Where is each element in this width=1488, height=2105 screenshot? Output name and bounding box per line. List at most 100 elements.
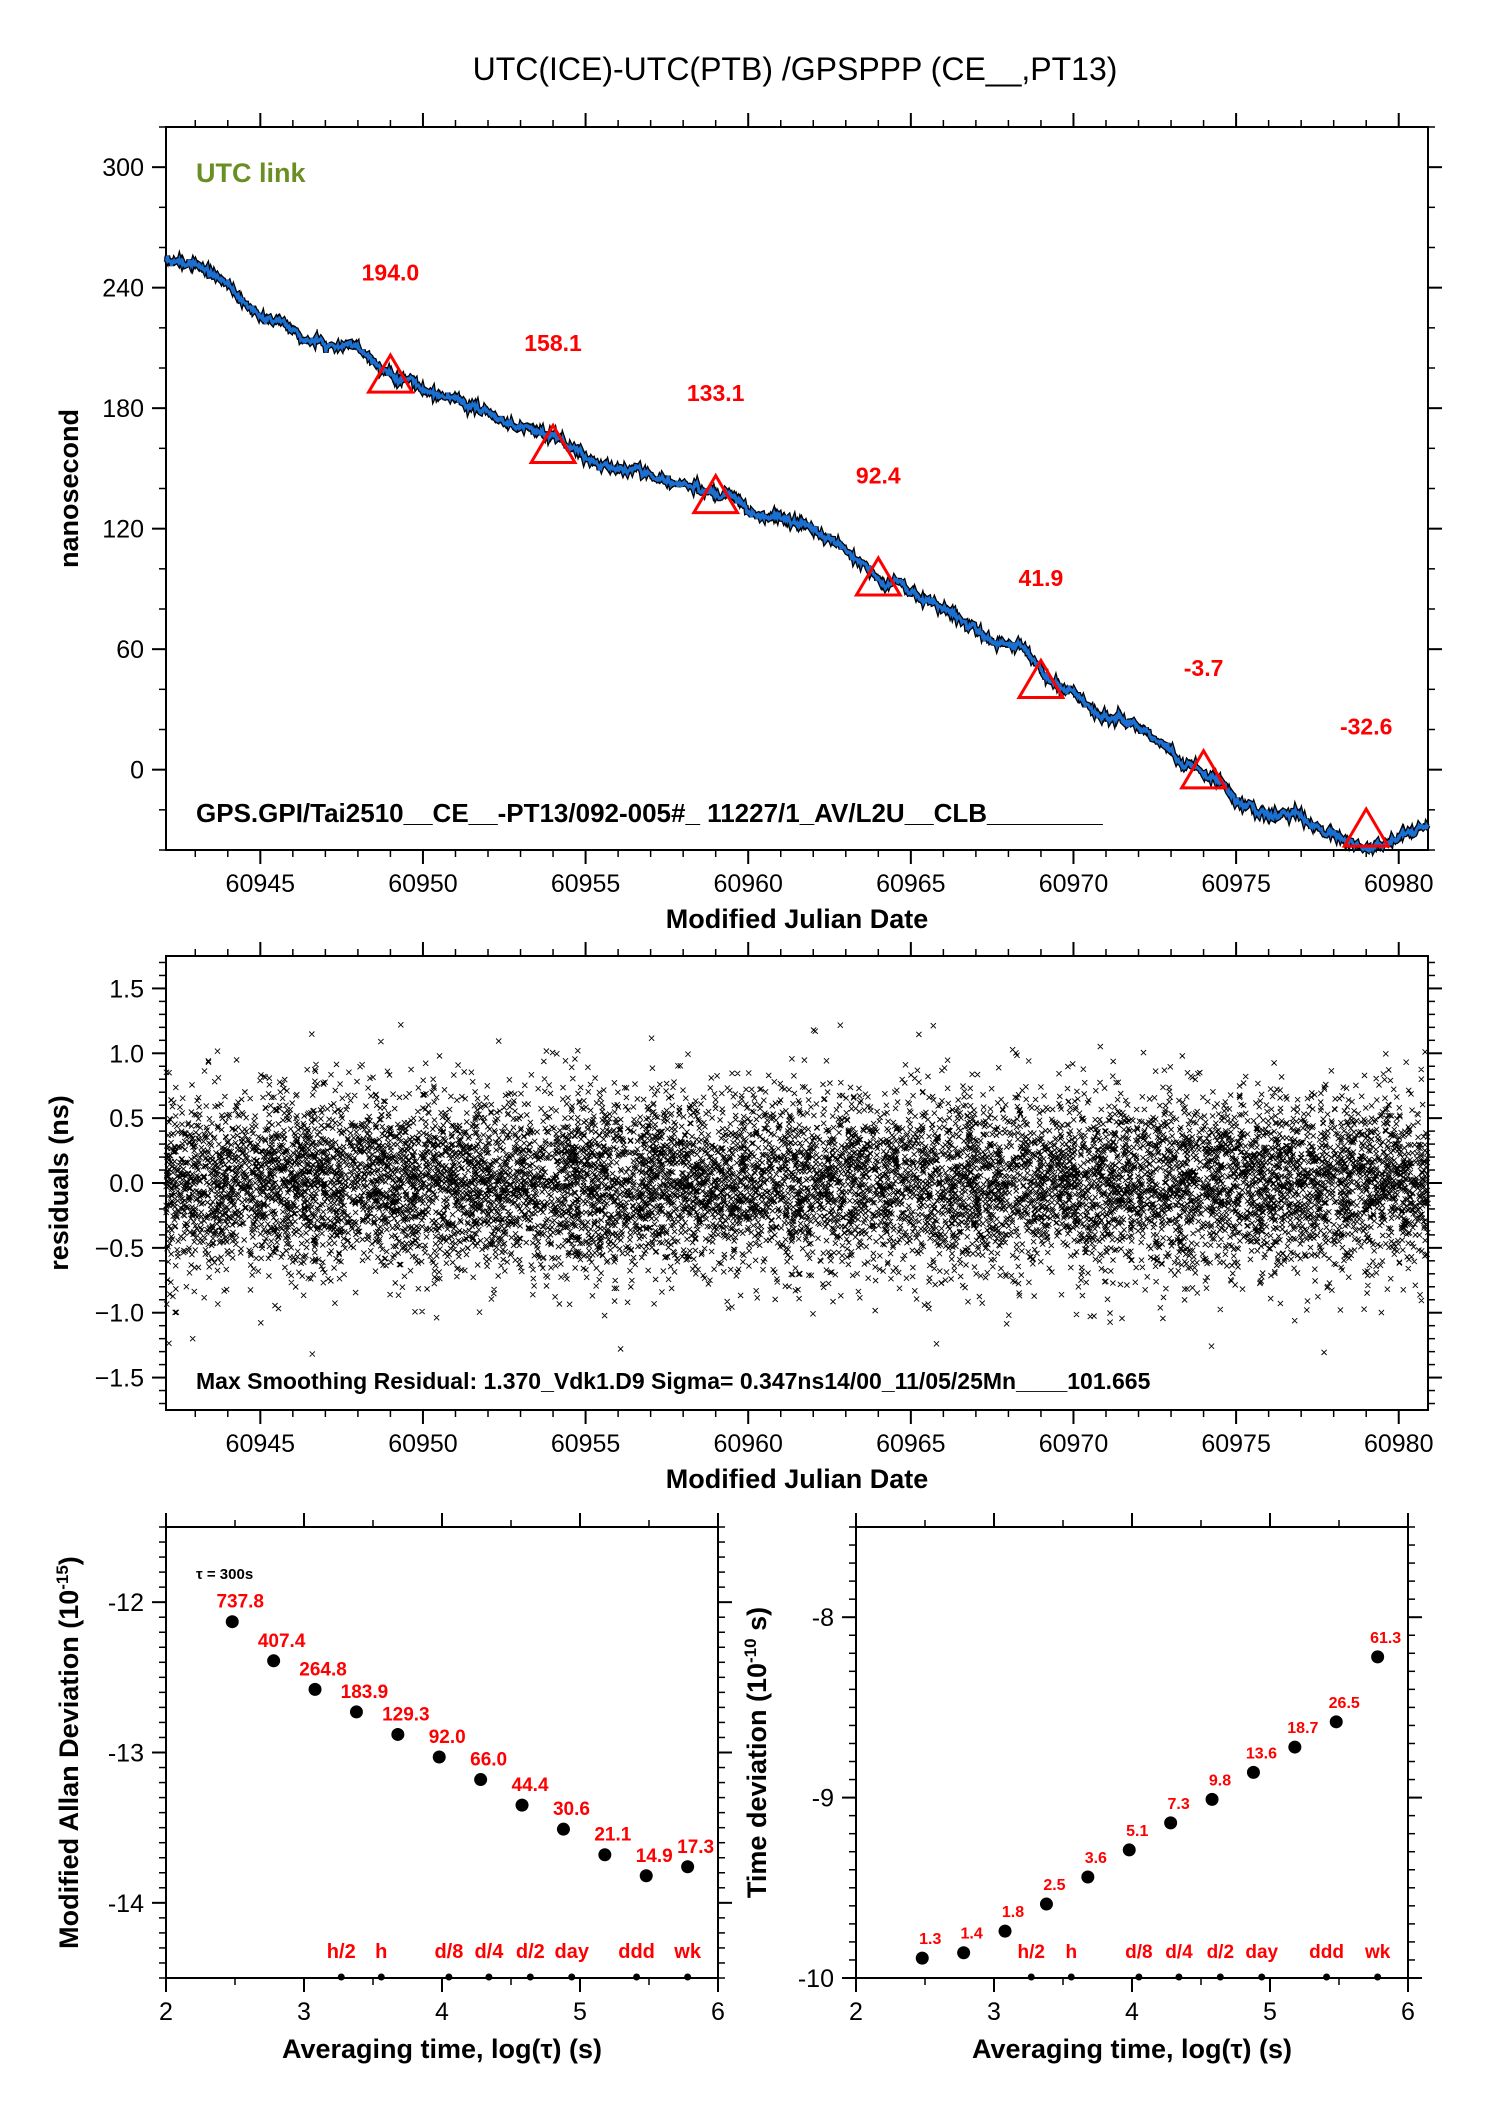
- y-tick-label: 0.0: [109, 1170, 144, 1198]
- deviation-point: [432, 1750, 446, 1764]
- deviation-point: [598, 1848, 612, 1862]
- x-tick-label: 4: [435, 1998, 449, 2026]
- deviation-label: 30.6: [553, 1799, 590, 1820]
- deviation-point: [1288, 1740, 1302, 1754]
- x-tick-label: 6: [711, 1998, 725, 2026]
- interval-label: d/2: [1207, 1942, 1234, 1963]
- x-tick-label: 60955: [551, 870, 621, 898]
- y-axis-label-end: ): [54, 1556, 84, 1565]
- mdev-panel: 2 3 4 5 6 -14 -13 -12 Averaging time, log(τ) (s)…: [53, 1513, 732, 2064]
- y-tick-label: −1.0: [95, 1300, 144, 1328]
- y-tick-label: 60: [116, 636, 144, 664]
- deviation-point: [308, 1682, 322, 1696]
- deviation-label: 2.5: [1043, 1877, 1065, 1894]
- deviation-point: [1371, 1650, 1385, 1664]
- residuals-panel: 60945 60950 60955 60960 60965 60970 60975 60980…: [44, 942, 1442, 1494]
- residual-points: [163, 1021, 1431, 1357]
- interval-label: d/8: [434, 1941, 463, 1963]
- deviation-label: 66.0: [470, 1750, 507, 1771]
- deviation-label: 13.6: [1246, 1745, 1277, 1762]
- interval-label: h: [375, 1941, 387, 1963]
- interval-mark: [633, 1973, 641, 1981]
- interval-label: h: [1065, 1942, 1077, 1963]
- y-axis-label-exponent: -15: [53, 1565, 72, 1590]
- interval-mark: [684, 1973, 692, 1981]
- deviation-label: 3.6: [1085, 1850, 1107, 1867]
- footer-background: [190, 1362, 1250, 1396]
- chart-title: UTC(ICE)-UTC(PTB) /GPSPPP (CE__,PT13): [473, 51, 1118, 87]
- tdev-panel: 2 3 4 5 6 -10 -9 -8 Averaging time, log(τ) (s) Ti…: [741, 1513, 1422, 2064]
- marker-label: -3.7: [1184, 655, 1224, 681]
- x-tick-label: 2: [849, 1998, 863, 2026]
- deviation-point: [267, 1654, 281, 1668]
- y-axis-label: residuals (ns): [44, 1095, 74, 1271]
- y-tick-label: 240: [102, 275, 144, 303]
- interval-label: wk: [673, 1941, 702, 1963]
- deviation-point: [681, 1860, 695, 1874]
- x-tick-label: 60980: [1364, 1430, 1434, 1458]
- deviation-label: 9.8: [1209, 1772, 1231, 1789]
- interval-mark: [1216, 1973, 1224, 1981]
- deviation-point: [957, 1946, 971, 1960]
- marker-triangle: [1179, 747, 1229, 790]
- tau-note: τ = 300s: [196, 1566, 253, 1583]
- deviation-label: 7.3: [1168, 1796, 1190, 1813]
- y-tick-label: 180: [102, 395, 144, 423]
- deviation-point: [225, 1615, 239, 1629]
- interval-mark: [337, 1973, 345, 1981]
- x-tick-label: 60945: [226, 870, 296, 898]
- y-tick-label: -14: [108, 1890, 144, 1918]
- interval-mark: [485, 1973, 493, 1981]
- interval-label: wk: [1364, 1942, 1391, 1963]
- interval-mark: [1323, 1973, 1331, 1981]
- y-axis-label-main: Modified Allan Deviation (10: [54, 1590, 84, 1949]
- x-tick-label: 60950: [388, 1430, 458, 1458]
- interval-mark: [526, 1973, 534, 1981]
- marker-label: 158.1: [524, 330, 582, 356]
- y-tick-label: -10: [798, 1965, 834, 1993]
- interval-mark: [1067, 1973, 1075, 1981]
- interval-mark: [1135, 1973, 1143, 1981]
- deviation-label: 1.8: [1002, 1904, 1024, 1921]
- x-tick-label: 5: [1263, 1998, 1277, 2026]
- deviation-label: 21.1: [594, 1825, 631, 1846]
- link-panel: 60945 60950 60955 60960 60965 60970 60975 60980…: [54, 113, 1442, 934]
- deviation-point: [1081, 1870, 1095, 1884]
- y-tick-label: -12: [108, 1589, 144, 1617]
- x-tick-label: 60960: [713, 870, 783, 898]
- marker-triangle: [365, 352, 415, 394]
- interval-mark: [568, 1973, 576, 1981]
- marker-label: 92.4: [856, 462, 901, 488]
- interval-label: ddd: [618, 1941, 655, 1963]
- deviation-point: [391, 1727, 405, 1741]
- deviation-point: [1246, 1765, 1260, 1779]
- deviation-point: [1039, 1897, 1053, 1911]
- marker-label: 133.1: [687, 380, 745, 406]
- deviation-label: 183.9: [341, 1682, 389, 1703]
- deviation-label: 264.8: [299, 1659, 347, 1680]
- footer-text: GPS.GPI/Tai2510__CE__-PT13/092-005#_ 112…: [196, 798, 1103, 828]
- x-axis-label: Modified Julian Date: [666, 1464, 929, 1494]
- interval-mark: [1175, 1973, 1183, 1981]
- x-tick-label: 60950: [388, 870, 458, 898]
- x-tick-label: 2: [159, 1998, 173, 2026]
- deviation-label: 1.3: [919, 1931, 941, 1948]
- x-tick-label: 60970: [1039, 870, 1109, 898]
- deviation-label: 5.1: [1126, 1823, 1148, 1840]
- x-tick-label: 6: [1401, 1998, 1415, 2026]
- x-tick-label: 60965: [876, 1430, 946, 1458]
- x-tick-label: 60945: [226, 1430, 296, 1458]
- deviation-point: [1329, 1715, 1343, 1729]
- y-axis-label-end: s): [742, 1607, 772, 1639]
- marker-triangle: [1016, 657, 1066, 699]
- interval-label: d/2: [516, 1941, 545, 1963]
- y-tick-label: −0.5: [95, 1235, 144, 1263]
- x-tick-label: 60960: [713, 1430, 783, 1458]
- deviation-label: 61.3: [1370, 1630, 1401, 1647]
- deviation-point: [1164, 1816, 1178, 1830]
- interval-label: d/4: [474, 1941, 504, 1963]
- marker-triangle: [528, 422, 578, 464]
- x-tick-label: 60965: [876, 870, 946, 898]
- deviation-point: [915, 1951, 929, 1965]
- x-tick-label: 60975: [1201, 1430, 1271, 1458]
